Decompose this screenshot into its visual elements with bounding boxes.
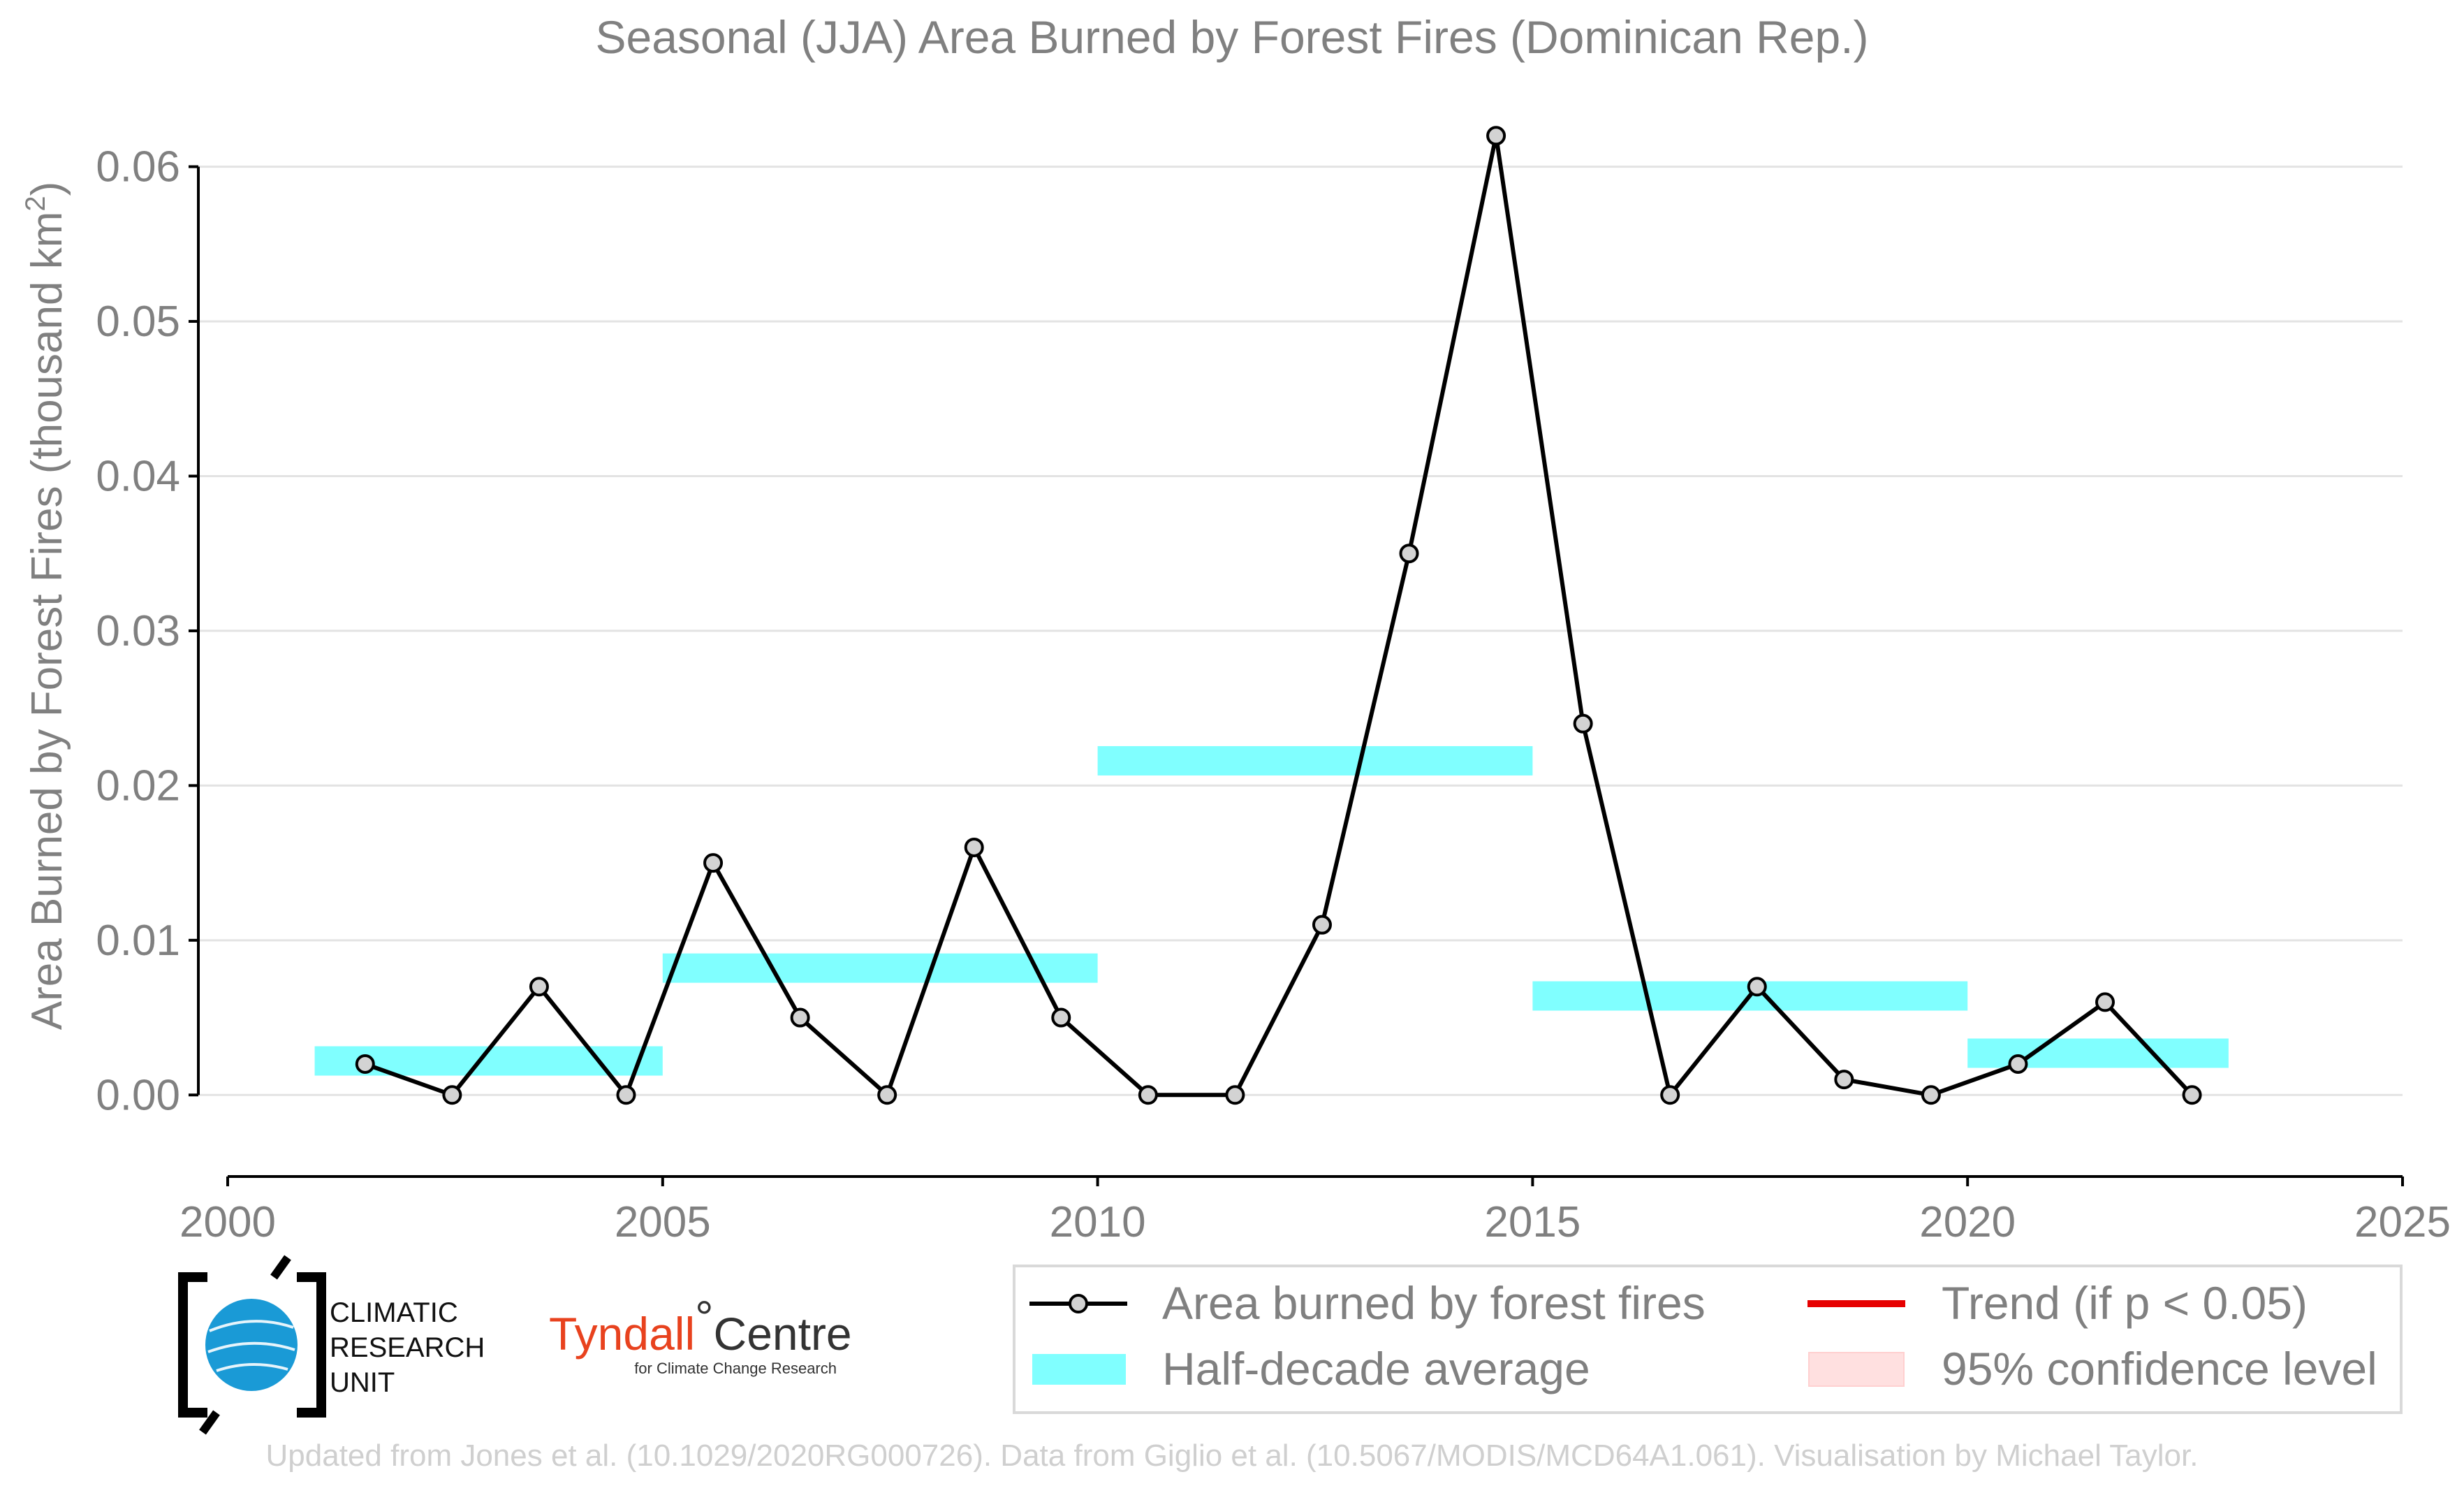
legend-label-half-decade: Half-decade average bbox=[1162, 1343, 1590, 1394]
legend-entry-area-burned: Area burned by forest fires bbox=[1029, 1277, 1706, 1329]
legend-label-area-burned: Area burned by forest fires bbox=[1162, 1277, 1706, 1329]
y-tick-label: 0.01 bbox=[96, 917, 180, 965]
cru-logo-slash-top bbox=[270, 1255, 291, 1280]
series-points bbox=[355, 126, 2202, 1105]
footer-credit: Updated from Jones et al. (10.1029/2020R… bbox=[266, 1439, 2199, 1473]
y-axis-label-main: Area Burned by Forest Fires (thousand km bbox=[23, 212, 71, 1030]
series-line-area-burned bbox=[364, 133, 2194, 1098]
data-point bbox=[1573, 713, 1593, 734]
legend: Area burned by forest fires Trend (if p … bbox=[1013, 1265, 2403, 1414]
cru-logo-line-3: UNIT bbox=[330, 1367, 395, 1398]
y-tick-label: 0.06 bbox=[96, 143, 180, 191]
cru-logo-line-2: RESEARCH bbox=[330, 1332, 485, 1363]
tyndall-logo-subtitle: for Climate Change Research bbox=[634, 1360, 837, 1377]
half-decade-average-bar bbox=[1097, 745, 1533, 775]
y-tick-label: 0.05 bbox=[96, 298, 180, 346]
x-tick-label: 2020 bbox=[1919, 1198, 2016, 1246]
cru-logo-globe-swirl bbox=[207, 1320, 295, 1372]
axes: 0.00 0.01 0.02 0.03 0.04 0.05 0.06 2000 2005 2010… bbox=[96, 143, 2451, 1246]
cru-logo-globe bbox=[205, 1299, 298, 1391]
y-axis-label-suffix: ) bbox=[23, 182, 71, 196]
y-axis-label: Area Burned by Forest Fires (thousand km… bbox=[20, 182, 71, 1030]
data-point bbox=[355, 1054, 375, 1074]
y-tick-label: 0.00 bbox=[96, 1071, 180, 1119]
x-tick-label: 2015 bbox=[1484, 1198, 1581, 1246]
tyndall-logo-wordmark: Tyndall°Centre bbox=[549, 1291, 852, 1360]
x-tick-label: 2010 bbox=[1050, 1198, 1146, 1246]
data-point bbox=[442, 1085, 462, 1105]
chart-title: Seasonal (JJA) Area Burned by Forest Fir… bbox=[595, 11, 1868, 63]
cru-logo-line-1: CLIMATIC bbox=[330, 1297, 458, 1328]
x-tick-label: 2005 bbox=[615, 1198, 711, 1246]
data-point bbox=[964, 837, 984, 857]
legend-label-trend: Trend (if p < 0.05) bbox=[1942, 1277, 2308, 1329]
data-point bbox=[703, 853, 724, 873]
data-point bbox=[1921, 1085, 1941, 1105]
series-line bbox=[364, 133, 2194, 1098]
cru-logo: CLIMATIC RESEARCH UNIT bbox=[178, 1255, 485, 1435]
data-point bbox=[1138, 1085, 1158, 1105]
tyndall-logo-degree: ° bbox=[695, 1291, 713, 1343]
data-point bbox=[1834, 1070, 1854, 1090]
legend-label-confidence: 95% confidence level bbox=[1942, 1343, 2377, 1394]
data-point bbox=[877, 1085, 897, 1105]
y-tick-label: 0.03 bbox=[96, 607, 180, 655]
legend-entry-trend: Trend (if p < 0.05) bbox=[1807, 1277, 2308, 1329]
data-point bbox=[1747, 977, 1767, 997]
legend-entry-confidence: 95% confidence level bbox=[1808, 1343, 2377, 1394]
cru-logo-slash-bottom bbox=[199, 1410, 220, 1435]
data-point bbox=[2182, 1085, 2202, 1105]
x-tick-label: 2025 bbox=[2354, 1198, 2451, 1246]
data-point bbox=[1051, 1007, 1071, 1028]
data-point bbox=[2095, 992, 2115, 1012]
data-point bbox=[616, 1085, 636, 1105]
legend-swatch-half-decade bbox=[1032, 1354, 1126, 1385]
y-tick-label: 0.04 bbox=[96, 452, 180, 500]
data-point bbox=[1399, 544, 1419, 564]
grid-lines bbox=[198, 166, 2403, 1096]
legend-swatch-confidence bbox=[1808, 1352, 1905, 1387]
data-point bbox=[1486, 126, 1506, 146]
y-axis-label-superscript: 2 bbox=[20, 196, 51, 211]
data-point bbox=[1312, 915, 1332, 935]
data-point bbox=[529, 977, 549, 997]
tyndall-logo-centre: Centre bbox=[714, 1308, 852, 1360]
tyndall-logo: Tyndall°Centre for Climate Change Resear… bbox=[549, 1291, 852, 1377]
cru-logo-bracket-left bbox=[178, 1272, 207, 1418]
x-tick-label: 2000 bbox=[179, 1198, 276, 1246]
data-point bbox=[1660, 1085, 1680, 1105]
tyndall-logo-name: Tyndall bbox=[549, 1308, 695, 1360]
data-point bbox=[790, 1007, 810, 1028]
legend-entry-half-decade: Half-decade average bbox=[1032, 1343, 1590, 1394]
cru-logo-bracket-right bbox=[297, 1272, 326, 1418]
data-point bbox=[1225, 1085, 1245, 1105]
data-point bbox=[2008, 1054, 2028, 1074]
half-decade-average-bar bbox=[1967, 1038, 2229, 1068]
legend-swatch-area-burned-marker bbox=[1069, 1294, 1088, 1313]
legend-frame bbox=[1013, 1265, 2403, 1414]
y-tick-label: 0.02 bbox=[96, 762, 180, 810]
half-decade-average-bar bbox=[662, 953, 1098, 983]
